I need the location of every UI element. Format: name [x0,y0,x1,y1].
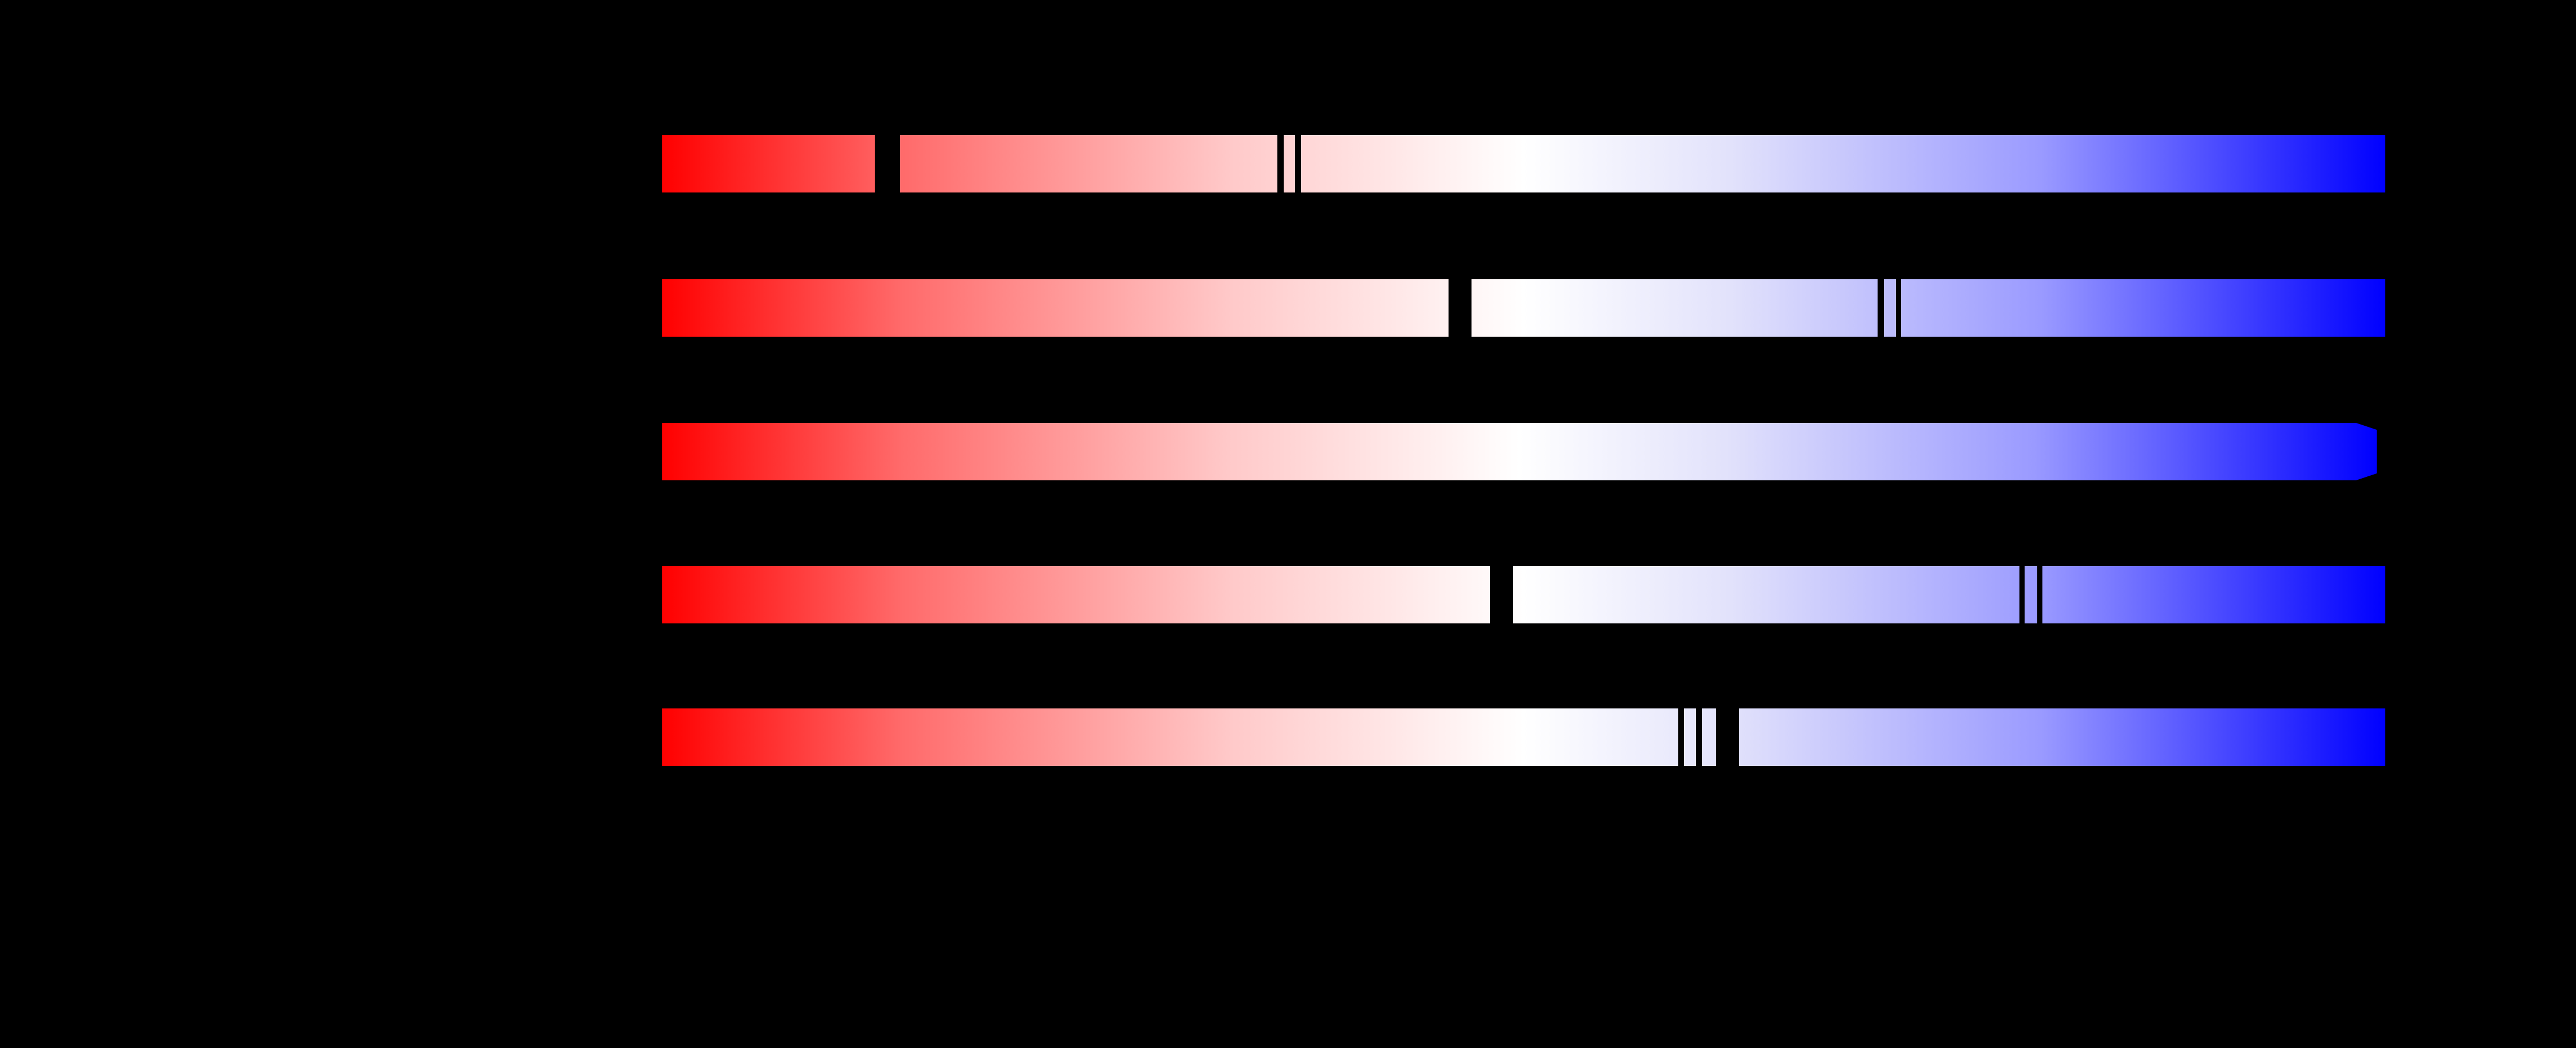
gradient-bar-row-4 [662,566,2385,623]
thin-line-marker [1678,708,1684,766]
thin-line-marker [1877,279,1884,337]
thick-line-marker [875,135,900,192]
gradient-bar-row-1 [662,135,2385,192]
gradient-bar-row-2 [662,279,2385,337]
gradient-bar-row-3 [662,423,2377,480]
thin-line-marker [2037,566,2042,623]
thick-line-marker [1490,566,1513,623]
thin-line-marker [2019,566,2025,623]
thick-line-marker [1716,708,1739,766]
thin-line-marker [1696,708,1702,766]
thin-line-marker [1277,135,1284,192]
thin-line-marker [1295,135,1301,192]
gradient-bar-row-5 [662,708,2385,766]
thin-line-marker [1895,279,1901,337]
thick-line-marker [1449,279,1472,337]
